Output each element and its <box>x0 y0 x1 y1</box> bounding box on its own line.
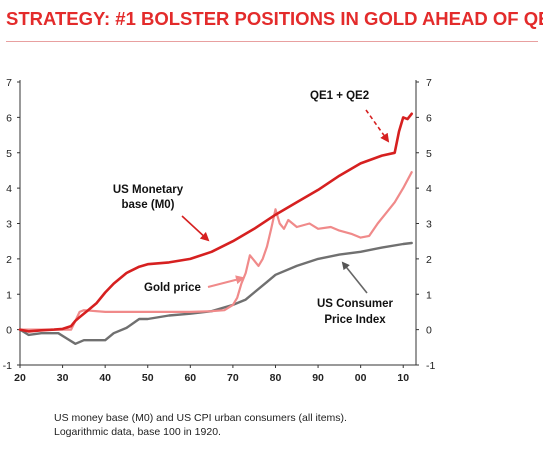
chart-series <box>18 112 413 345</box>
y-tick-label-right: 0 <box>426 325 432 337</box>
annotation-gold-label: Gold price <box>144 282 201 294</box>
annotation-cpi-arrow <box>341 261 368 294</box>
x-tick-label: 60 <box>184 372 196 384</box>
x-tick-label: 80 <box>270 372 282 384</box>
footnote-line-1: US money base (M0) and US CPI urban cons… <box>54 412 347 424</box>
y-tick-label-right: -1 <box>426 360 435 372</box>
annotation-qe-arrow <box>365 109 390 143</box>
y-tick-label-right: 3 <box>426 219 432 231</box>
y-tick-label-right: 4 <box>426 183 432 195</box>
y-tick-label-right: 2 <box>426 254 432 266</box>
y-tick-label-right: 6 <box>426 112 432 124</box>
chart-axes <box>19 80 417 366</box>
series-line-cpi <box>18 241 413 345</box>
footnote-line-2: Logarithmic data, base 100 in 1920. <box>54 426 221 438</box>
chart-title: STRATEGY: #1 BOLSTER POSITIONS IN GOLD A… <box>6 8 543 29</box>
y-tick-label-left: 5 <box>6 148 12 160</box>
chart-ticks: -1 -10 01 12 23 34 45 56 67 720 30 40 50 60 70 80 90 00 10 <box>3 77 436 384</box>
y-tick-label-right: 5 <box>426 148 432 160</box>
annotation-qe-label: QE1 + QE2 <box>310 90 369 102</box>
title-divider <box>6 41 538 42</box>
chart-plot: -1 -10 01 12 23 34 45 56 67 720 30 40 50 60 70 80 90 00 10… <box>3 77 436 384</box>
x-tick-label: 30 <box>57 372 69 384</box>
y-tick-label-right: 7 <box>426 77 432 89</box>
series-line-monetary-base <box>18 112 413 333</box>
x-tick-label: 90 <box>312 372 324 384</box>
annotation-monetary-base-line2: base (M0) <box>121 199 174 211</box>
x-tick-label: 50 <box>142 372 154 384</box>
y-tick-label-left: 2 <box>6 254 12 266</box>
chart-annotations: QE1 + QE2 US Monetary base (M0) Gold pri… <box>113 90 394 326</box>
footnote: US money base (M0) and US CPI urban cons… <box>54 411 347 439</box>
x-tick-label: 10 <box>397 372 409 384</box>
x-tick-label: 20 <box>14 372 26 384</box>
y-tick-label-left: -1 <box>3 360 12 372</box>
y-tick-label-left: 6 <box>6 112 12 124</box>
y-tick-label-left: 1 <box>6 289 12 301</box>
annotation-cpi-line1: US Consumer <box>317 298 394 310</box>
y-tick-label-left: 3 <box>6 219 12 231</box>
y-tick-label-right: 1 <box>426 289 432 301</box>
x-tick-label: 70 <box>227 372 239 384</box>
y-tick-label-left: 7 <box>6 77 12 89</box>
x-tick-label: 00 <box>355 372 367 384</box>
annotation-monetary-base-arrow <box>181 215 210 242</box>
y-tick-label-left: 4 <box>6 183 12 195</box>
annotation-cpi-line2: Price Index <box>324 314 386 326</box>
annotation-monetary-base-line1: US Monetary <box>113 184 184 196</box>
series-line-gold <box>18 171 413 331</box>
y-tick-label-left: 0 <box>6 325 12 337</box>
x-tick-label: 40 <box>99 372 111 384</box>
annotation-gold-arrow <box>207 275 245 288</box>
